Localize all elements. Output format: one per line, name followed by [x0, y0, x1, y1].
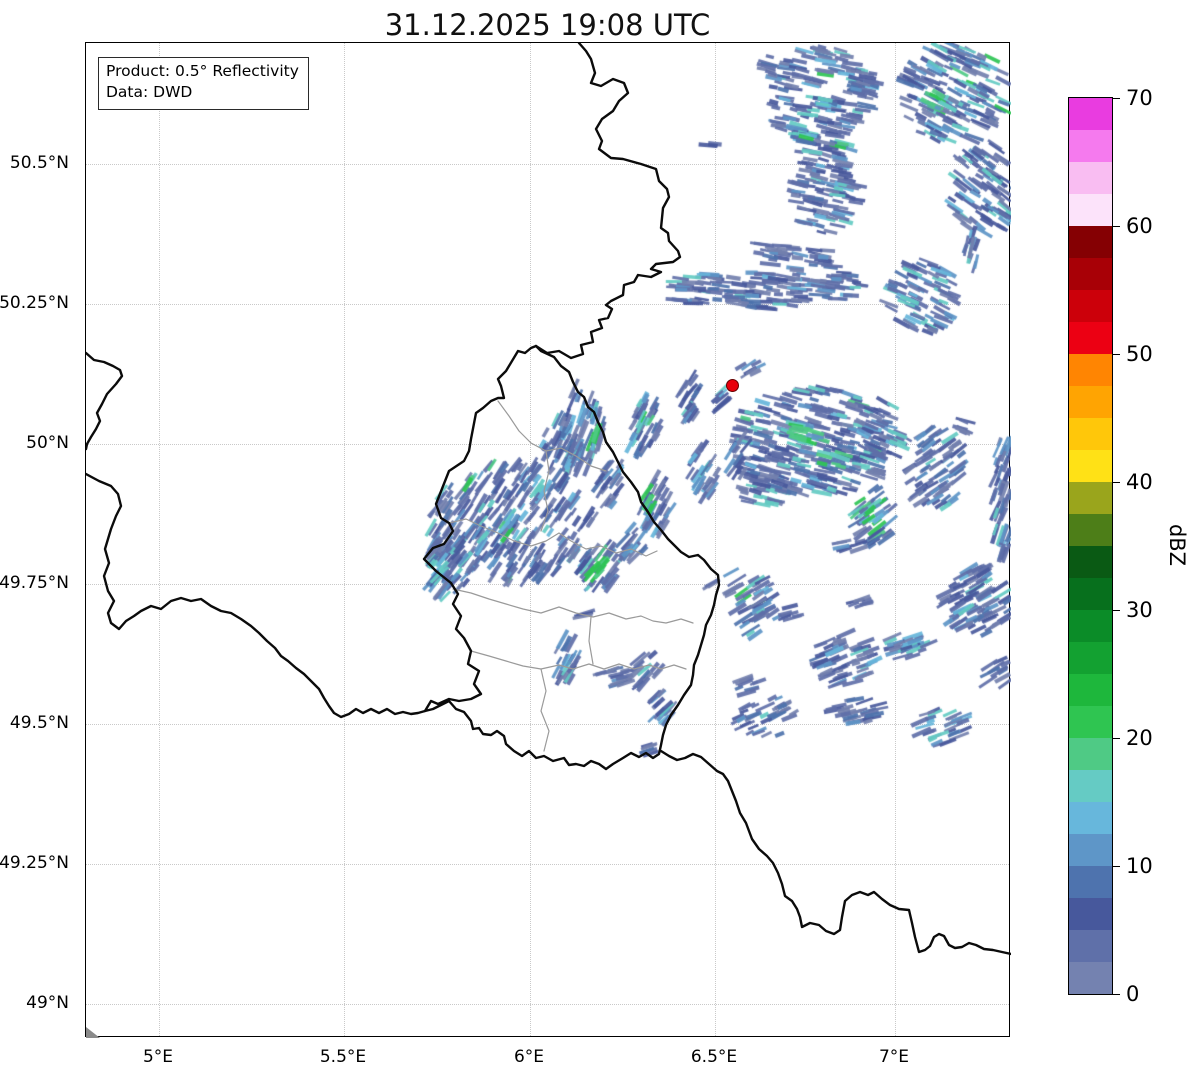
- y-axis-tick-label: 50.25°N: [0, 293, 69, 313]
- y-axis-tick-label: 50°N: [26, 433, 69, 453]
- product-info-box: Product: 0.5° Reflectivity Data: DWD: [98, 57, 309, 110]
- colorbar-segment: [1069, 322, 1112, 354]
- y-axis-tick-label: 50.5°N: [9, 153, 69, 173]
- colorbar-tick-label: 50: [1126, 342, 1153, 366]
- colorbar-segment: [1069, 898, 1112, 930]
- border-polyline: [540, 668, 550, 752]
- colorbar-segment: [1069, 418, 1112, 450]
- colorbar-segment: [1069, 546, 1112, 578]
- colorbar-segment: [1069, 482, 1112, 514]
- colorbar-tick-mark: [1113, 98, 1120, 99]
- border-polyline: [534, 43, 682, 360]
- border-polyline: [86, 472, 427, 719]
- colorbar-segment: [1069, 738, 1112, 770]
- colorbar-tick-label: 10: [1126, 854, 1153, 878]
- border-polyline: [452, 588, 694, 624]
- map-plot-area: Product: 0.5° Reflectivity Data: DWD: [85, 42, 1011, 1038]
- colorbar-segment: [1069, 258, 1112, 290]
- colorbar-segment: [1069, 514, 1112, 546]
- colorbar-segment: [1069, 226, 1112, 258]
- border-polyline: [540, 450, 550, 532]
- x-axis-tick-label: 5.5°E: [319, 1047, 367, 1067]
- y-axis-tick-label: 49.5°N: [9, 713, 69, 733]
- colorbar-tick-mark: [1113, 866, 1120, 867]
- x-axis-tick-label: 6°E: [513, 1047, 545, 1067]
- colorbar-axis-label: dBZ: [1165, 523, 1190, 567]
- colorbar-tick-label: 70: [1126, 86, 1153, 110]
- colorbar-segment: [1069, 962, 1112, 994]
- colorbar-segment: [1069, 770, 1112, 802]
- colorbar-segment: [1069, 930, 1112, 962]
- radar-site-marker: [726, 379, 739, 392]
- colorbar-tick-label: 60: [1126, 214, 1153, 238]
- y-axis-tick-label: 49°N: [26, 993, 69, 1013]
- y-axis-tick-label: 49.25°N: [0, 853, 69, 873]
- colorbar-segment: [1069, 802, 1112, 834]
- colorbar-segment: [1069, 450, 1112, 482]
- colorbar-segment: [1069, 354, 1112, 386]
- colorbar-segment: [1069, 290, 1112, 322]
- colorbar-segment: [1069, 386, 1112, 418]
- data-source-line: Data: DWD: [106, 83, 193, 102]
- x-axis-tick-label: 6.5°E: [690, 1047, 738, 1067]
- colorbar-segment: [1069, 674, 1112, 706]
- colorbar-segment: [1069, 578, 1112, 610]
- colorbar-tick-mark: [1113, 994, 1120, 995]
- colorbar-tick-mark: [1113, 226, 1120, 227]
- border-polyline: [448, 518, 658, 557]
- colorbar-tick-mark: [1113, 738, 1120, 739]
- border-polyline: [422, 344, 721, 771]
- x-axis-tick-label: 5°E: [142, 1047, 174, 1067]
- colorbar-segment: [1069, 194, 1112, 226]
- colorbar-segment: [1069, 162, 1112, 194]
- colorbar-segment: [1069, 610, 1112, 642]
- colorbar-tick-mark: [1113, 610, 1120, 611]
- colorbar-segment: [1069, 706, 1112, 738]
- colorbar-segment: [1069, 130, 1112, 162]
- colorbar: [1068, 97, 1113, 995]
- figure-title: 31.12.2025 19:08 UTC: [384, 8, 711, 42]
- border-polyline: [86, 351, 124, 451]
- colorbar-segment: [1069, 866, 1112, 898]
- product-info-line: Product: 0.5° Reflectivity: [106, 62, 299, 80]
- y-axis-tick-label: 49.75°N: [0, 573, 69, 593]
- x-axis-tick-label: 7°E: [878, 1047, 910, 1067]
- border-polyline: [497, 400, 607, 472]
- colorbar-tick-mark: [1113, 482, 1120, 483]
- border-polyline: [659, 749, 1011, 956]
- colorbar-tick-label: 40: [1126, 470, 1153, 494]
- colorbar-segment: [1069, 98, 1112, 130]
- colorbar-tick-label: 30: [1126, 598, 1153, 622]
- border-polyline: [470, 650, 687, 670]
- colorbar-tick-label: 20: [1126, 726, 1153, 750]
- border-lines: [86, 43, 1011, 1038]
- radar-echo-canvas: [86, 43, 1011, 1038]
- colorbar-tick-mark: [1113, 354, 1120, 355]
- border-polyline: [588, 616, 594, 665]
- colorbar-segment: [1069, 834, 1112, 866]
- colorbar-tick-label: 0: [1126, 982, 1140, 1006]
- colorbar-segment: [1069, 642, 1112, 674]
- range-edge-wedge: [86, 1027, 100, 1038]
